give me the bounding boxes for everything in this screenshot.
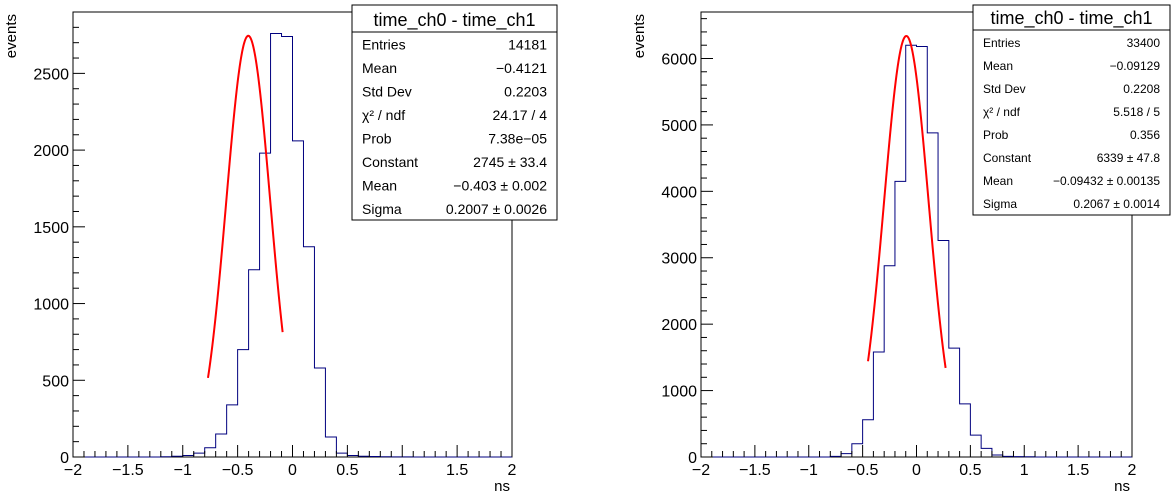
gaussian-fit-curve-0 <box>207 34 284 379</box>
stats-row-value: 6339 ± 47.8 <box>1097 151 1161 165</box>
y-tick-label: 0 <box>688 450 697 467</box>
stats-row-value: 14181 <box>508 37 547 53</box>
stats-row-label: Mean <box>362 60 397 76</box>
stats-row-label: Sigma <box>362 201 402 217</box>
y-tick-label: 1500 <box>33 220 69 237</box>
stats-box-1 <box>972 4 1171 216</box>
gaussian-fit-curve-1 <box>867 34 947 369</box>
stats-row-label: Prob <box>983 128 1009 142</box>
stats-row-value: 24.17 / 4 <box>493 107 548 123</box>
x-tick-label: 0.5 <box>336 462 358 479</box>
stats-row-label: Mean <box>362 178 397 194</box>
stats-row-label: Std Dev <box>983 82 1026 96</box>
y-axis-label: events <box>3 14 20 58</box>
x-tick-label: −1 <box>174 462 192 479</box>
x-tick-label: −1.5 <box>112 462 144 479</box>
x-tick-label: 1 <box>398 462 407 479</box>
stats-row-label: Mean <box>983 59 1013 73</box>
stats-row-value: −0.4121 <box>496 60 547 76</box>
y-tick-label: 2000 <box>661 317 697 334</box>
stats-title: time_ch0 - time_ch1 <box>990 8 1152 29</box>
x-tick-label: 1.5 <box>1067 462 1089 479</box>
stats-row-label: Sigma <box>983 197 1017 211</box>
stats-row-label: Mean <box>983 174 1013 188</box>
stats-row-label: Entries <box>983 36 1020 50</box>
stats-row-value: 5.518 / 5 <box>1113 105 1160 119</box>
x-tick-label: 0 <box>912 462 921 479</box>
x-tick-label: −2 <box>64 462 82 479</box>
stats-row-value: 0.2067 ± 0.0014 <box>1073 197 1160 211</box>
y-tick-label: 0 <box>60 450 69 467</box>
stats-row-label: Prob <box>362 131 392 147</box>
stats-row-value: 2745 ± 33.4 <box>473 154 547 170</box>
stats-row-label: χ² / ndf <box>983 105 1021 119</box>
stats-row-label: Constant <box>983 151 1032 165</box>
stats-row-value: 0.356 <box>1130 128 1160 142</box>
x-tick-label: 1.5 <box>446 462 468 479</box>
x-tick-label: 0.5 <box>959 462 981 479</box>
y-tick-label: 6000 <box>661 51 697 68</box>
stats-row-value: 0.2203 <box>504 84 547 100</box>
y-tick-label: 500 <box>42 373 69 390</box>
stats-row-label: Constant <box>362 154 418 170</box>
x-tick-label: −0.5 <box>847 462 879 479</box>
x-tick-label: 2 <box>508 462 517 479</box>
stats-row-label: χ² / ndf <box>362 107 405 123</box>
stats-row-label: Std Dev <box>362 84 412 100</box>
stats-title: time_ch0 - time_ch1 <box>373 10 535 31</box>
x-tick-label: 0 <box>288 462 297 479</box>
x-tick-label: −1 <box>800 462 818 479</box>
y-axis-label: events <box>631 14 648 58</box>
x-axis-label: ns <box>1114 478 1130 495</box>
stats-row-value: −0.09129 <box>1110 59 1161 73</box>
stats-row-value: 7.38e−05 <box>488 131 547 147</box>
x-tick-label: 1 <box>1020 462 1029 479</box>
stats-row-value: −0.403 ± 0.002 <box>453 178 547 194</box>
y-tick-label: 1000 <box>33 297 69 314</box>
stats-row-value: 33400 <box>1127 36 1161 50</box>
stats-row-value: 0.2208 <box>1123 82 1160 96</box>
x-tick-label: −1.5 <box>739 462 771 479</box>
stats-box-0 <box>351 4 558 221</box>
x-tick-label: −0.5 <box>222 462 254 479</box>
y-tick-label: 5000 <box>661 118 697 135</box>
y-tick-label: 3000 <box>661 251 697 268</box>
x-axis-label: ns <box>494 478 510 495</box>
y-tick-label: 1000 <box>661 384 697 401</box>
y-tick-label: 4000 <box>661 184 697 201</box>
stats-row-value: 0.2007 ± 0.0026 <box>446 201 547 217</box>
y-tick-label: 2500 <box>33 66 69 83</box>
stats-row-value: −0.09432 ± 0.00135 <box>1053 174 1160 188</box>
stats-row-label: Entries <box>362 37 406 53</box>
y-tick-label: 2000 <box>33 143 69 160</box>
x-tick-label: 2 <box>1128 462 1137 479</box>
x-tick-label: −2 <box>692 462 710 479</box>
